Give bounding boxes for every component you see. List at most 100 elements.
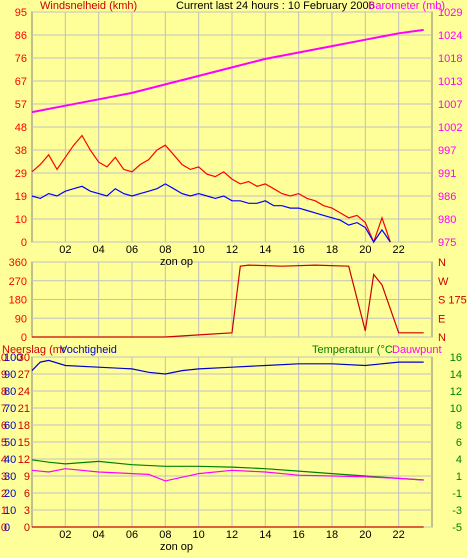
wind-panel-x-tick-label: 08 (159, 244, 171, 256)
compass-axis-tick-label: W (438, 276, 449, 288)
dewpoint-series (31, 468, 424, 482)
barometer-axis-tick-label: 980 (438, 214, 456, 226)
humidity-axis-tick-label: 80 (4, 386, 16, 398)
humidity-axis-tick-label: 50 (4, 437, 16, 449)
mid-axis-tick-label: 0 (24, 522, 30, 534)
data-series (31, 28, 424, 528)
mid-axis-tick-label: 6 (24, 488, 30, 500)
temperature-axis-tick-label: 14 (450, 369, 462, 381)
humidity-axis-tick-label: 90 (4, 369, 16, 381)
climate-panel-x-tick-label: 20 (359, 529, 371, 541)
wind-direction-series (32, 264, 424, 338)
temperature-axis-tick-label: -5 (452, 522, 462, 534)
wind-axis-tick-label: 10 (15, 214, 27, 226)
direction-axis-tick-label: 180 (9, 295, 27, 307)
wind-axis-tick-label: 48 (15, 122, 27, 134)
rain-axis-tick-label: 8 (1, 386, 7, 398)
barometer-axis-tick-label: 991 (438, 168, 456, 180)
wind-speed-series (31, 134, 391, 244)
wind-panel-x-tick-label: 12 (226, 244, 238, 256)
gridlines (32, 11, 432, 528)
climate-panel-x-tick-label: 16 (293, 529, 305, 541)
rain-axis-tick-label: 0 (1, 522, 7, 534)
wind-axis-tick-label: 29 (15, 168, 27, 180)
direction-axis-tick-label: 360 (9, 257, 27, 269)
right-axis-title: Barometer (mb) (368, 0, 445, 12)
wind-panel-x-tick-label: 20 (359, 244, 371, 256)
climate-panel-x-tick-label: 18 (326, 529, 338, 541)
temperature-axis-tick-label: -1 (452, 488, 462, 500)
mid-axis-tick-label: 21 (18, 403, 30, 415)
mid-axis-tick-label: 12 (18, 454, 30, 466)
barometer-series (31, 28, 424, 114)
humidity-axis-tick-label: 40 (4, 454, 16, 466)
sunrise-label-top: zon op (160, 256, 193, 268)
temperature-axis-tick-label: 6 (456, 437, 462, 449)
climate-panel-x-tick-label: 10 (193, 529, 205, 541)
mid-axis-tick-label: 15 (18, 437, 30, 449)
wind-panel-x-tick-label: 18 (326, 244, 338, 256)
sunrise-label-bottom: zon op (160, 541, 193, 553)
temperature-series (31, 459, 424, 481)
climate-panel-x-tick-label: 06 (126, 529, 138, 541)
wind-axis-tick-label: 0 (21, 237, 27, 249)
humidity-axis-tick-label: 0 (4, 522, 10, 534)
rain-axis-tick-label: 9 (1, 369, 7, 381)
humidity-axis-tick-label: 10 (4, 505, 16, 517)
compass-axis-tick-label: S 175 (438, 295, 467, 307)
wind-axis-tick-label: 38 (15, 145, 27, 157)
rain-axis-tick-label: 4 (1, 454, 7, 466)
temperature-axis-tick-label: 10 (450, 403, 462, 415)
rain-axis-tick-label: 2 (1, 488, 7, 500)
barometer-axis-tick-label: 986 (438, 191, 456, 203)
wind-axis-tick-label: 57 (15, 99, 27, 111)
humidity-axis-tick-label: 100 (4, 352, 22, 364)
compass-axis-tick-label: N (438, 257, 446, 269)
mid-axis-tick-label: 9 (24, 471, 30, 483)
rain-axis-tick-label: 3 (1, 471, 7, 483)
wind-axis-tick-label: 86 (15, 30, 27, 42)
mid-axis-tick-label: 18 (18, 420, 30, 432)
mid-axis-tick-label: 30 (18, 352, 30, 364)
temperature-axis-tick-label: 1 (456, 471, 462, 483)
climate-panel-x-tick-label: 14 (259, 529, 271, 541)
temperature-axis-tick-label: 12 (450, 386, 462, 398)
dewpoint-axis-title: Dauwpunt (392, 344, 442, 356)
humidity-axis-tick-label: 20 (4, 488, 16, 500)
wind-panel-x-tick-label: 10 (193, 244, 205, 256)
barometer-axis-tick-label: 1029 (438, 7, 462, 19)
climate-panel-x-tick-label: 22 (393, 529, 405, 541)
wind-panel-x-tick-label: 22 (393, 244, 405, 256)
temperature-axis-tick-label: 4 (456, 454, 462, 466)
barometer-axis-tick-label: 1018 (438, 53, 462, 65)
direction-axis-tick-label: 270 (9, 276, 27, 288)
rain-axis-tick-label: 5 (1, 437, 7, 449)
climate-panel-x-tick-label: 04 (93, 529, 105, 541)
humidity-series (31, 359, 424, 375)
rain-axis-tick-label: 1 (1, 505, 7, 517)
barometer-axis-tick-label: 1002 (438, 122, 462, 134)
humidity-axis-tick-label: 70 (4, 403, 16, 415)
wind-panel-x-tick-label: 06 (126, 244, 138, 256)
climate-panel-x-tick-label: 12 (226, 529, 238, 541)
barometer-axis-tick-label: 1013 (438, 76, 462, 88)
rain-axis-tick-label: 7 (1, 403, 7, 415)
barometer-axis-tick-label: 1007 (438, 99, 462, 111)
mid-axis-tick-label: 24 (18, 386, 30, 398)
direction-axis-tick-label: 90 (15, 313, 27, 325)
climate-panel-x-tick-label: 08 (159, 529, 171, 541)
barometer-axis-tick-label: 975 (438, 237, 456, 249)
temperature-axis-tick-label: -3 (452, 505, 462, 517)
rain-axis-tick-label: 6 (1, 420, 7, 432)
humidity-axis-tick-label: 60 (4, 420, 16, 432)
direction-axis-tick-label: 0 (21, 332, 27, 344)
wind-panel-x-tick-label: 04 (93, 244, 105, 256)
rain-axis-tick-label: 10 (0, 352, 7, 364)
climate-panel-x-tick-label: 02 (59, 529, 71, 541)
wind-axis-tick-label: 67 (15, 76, 27, 88)
wind-axis-tick-label: 76 (15, 53, 27, 65)
axis-ticks: 02 04 06 08 10 12 14 16 18 20 22958676675748382919… (0, 7, 467, 541)
barometer-axis-tick-label: 997 (438, 145, 456, 157)
